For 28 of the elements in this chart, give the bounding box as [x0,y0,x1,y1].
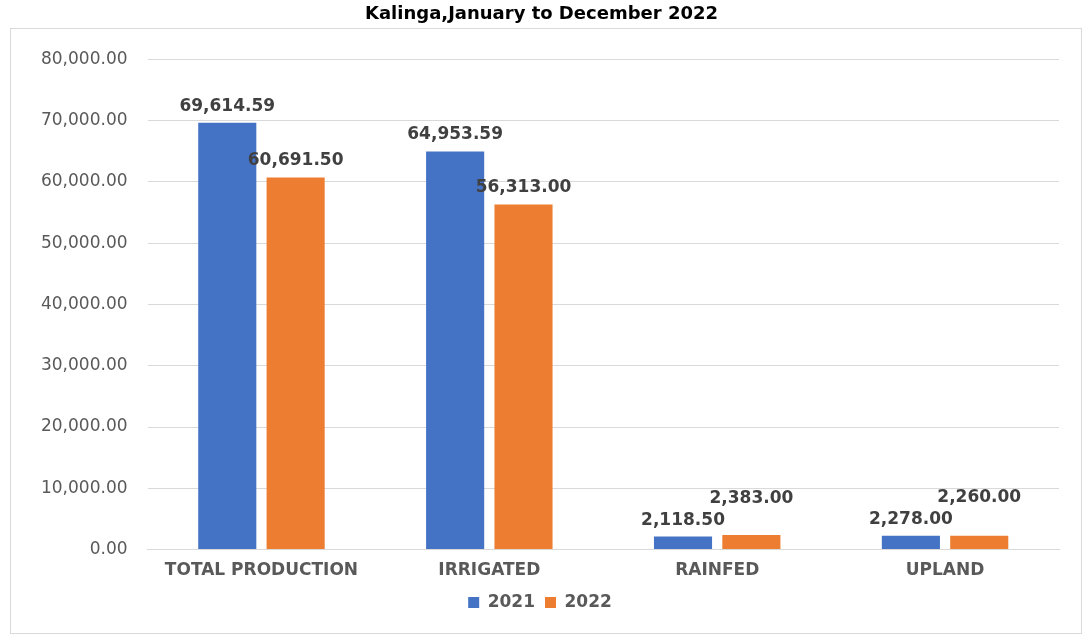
y-tick-label: 80,000.00 [40,47,128,68]
y-tick-label: 50,000.00 [40,231,128,252]
text: 64,953.59 [407,123,503,144]
y-tick-label: 70,000.00 [40,108,128,129]
y-tick-label: 20,000.00 [40,415,128,436]
legend-label: 2022 [564,590,612,611]
x-tick-label: RAINFED [675,559,760,580]
text: 2,260.00 [937,485,1022,506]
chart-title: Kalinga,January to December 2022 [364,2,719,23]
legend-label: 2021 [487,590,536,611]
bar [950,535,1009,550]
x-tick-label: UPLAND [905,559,985,580]
bar [881,535,940,550]
y-tick-label: 30,000.00 [40,354,128,375]
bar [266,177,325,550]
y-tick-label: 40,000.00 [40,292,128,313]
bar [653,536,713,550]
text: 2,383.00 [709,486,794,507]
text: 69,614.59 [179,94,276,115]
x-tick-label: TOTAL PRODUCTION [164,559,359,580]
x-tick-label: IRRIGATED [438,559,541,580]
text: 2,278.00 [868,507,953,528]
y-tick-label: 60,000.00 [40,170,128,191]
bar [722,534,781,550]
text: 2,118.50 [641,508,725,529]
y-tick-label: 0.00 [89,538,128,559]
y-tick-label: 10,000.00 [40,476,128,497]
bar [494,204,553,550]
